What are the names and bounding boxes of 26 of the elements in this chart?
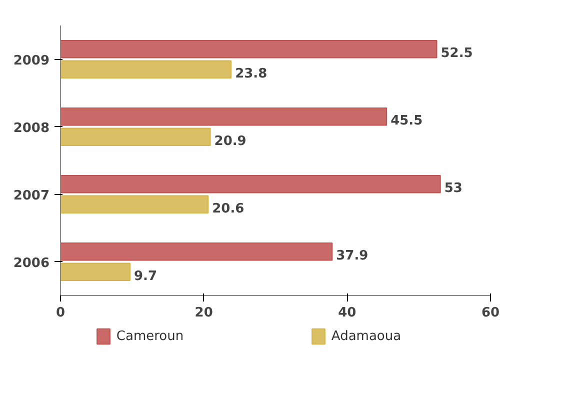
bar [60, 108, 388, 126]
bar [60, 195, 209, 214]
data-label: 23.8 [235, 66, 268, 82]
data-label: 52.5 [440, 46, 473, 62]
data-label: 53 [444, 181, 462, 196]
bar [60, 242, 333, 261]
bar [60, 128, 211, 146]
x-tick-label: 60 [481, 306, 500, 320]
x-tick-label: 40 [338, 306, 356, 320]
data-label: 9.7 [134, 268, 158, 284]
y-tick-label: 2008 [13, 120, 50, 136]
data-label: 20.9 [214, 134, 246, 149]
data-label: 45.5 [390, 114, 423, 129]
legend-label: Cameroun [116, 329, 184, 344]
y-tick-label: 2007 [13, 188, 50, 204]
x-tick-label: 0 [56, 306, 66, 320]
legend-label: Adamaoua [331, 329, 402, 344]
data-label: 20.6 [212, 201, 244, 216]
y-tick-label: 2006 [13, 256, 50, 271]
data-label: 37.9 [336, 248, 368, 264]
y-tick-label: 2009 [13, 53, 50, 68]
bar [60, 60, 232, 78]
bar [60, 40, 438, 58]
bar [60, 175, 441, 194]
bar [60, 262, 131, 281]
x-tick-label: 20 [194, 306, 213, 320]
